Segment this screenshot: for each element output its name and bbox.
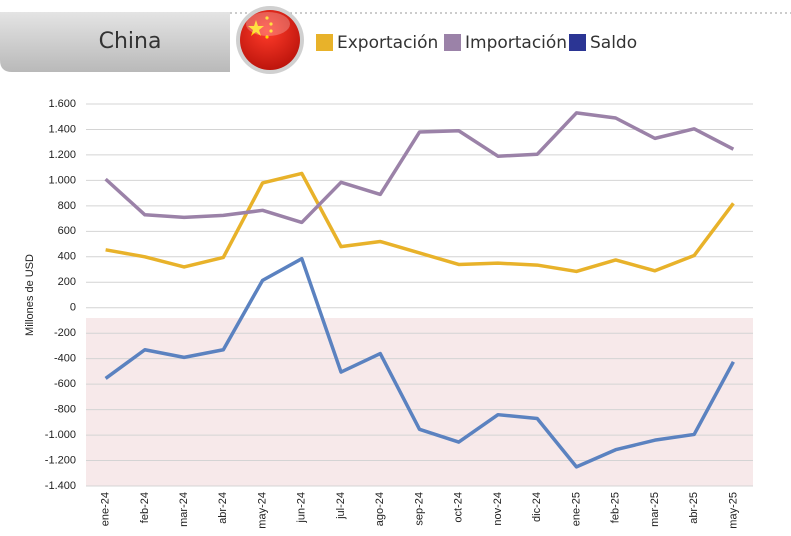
x-tick-label: feb-24 — [139, 492, 151, 523]
x-tick-label: sep-24 — [413, 492, 425, 526]
y-tick-label: 0 — [70, 302, 76, 314]
negative-zone — [86, 318, 753, 486]
x-tick-label: may-24 — [256, 492, 268, 529]
legend-swatch — [316, 34, 333, 51]
x-tick-label: ago-24 — [374, 492, 386, 526]
chart-title: China — [99, 29, 162, 54]
x-tick-label: ene-24 — [100, 492, 112, 526]
x-tick-label: jun-24 — [296, 492, 308, 524]
y-tick-label: -800 — [54, 404, 76, 416]
x-tick-label: mar-25 — [649, 492, 661, 527]
y-tick-label: 200 — [58, 276, 76, 288]
y-tick-label: -600 — [54, 378, 76, 390]
x-tick-label: oct-24 — [453, 492, 465, 523]
y-tick-label: -1.400 — [45, 480, 76, 492]
x-tick-label: jul-24 — [335, 492, 347, 520]
y-tick-label: 1.000 — [48, 174, 76, 186]
y-tick-label: -400 — [54, 353, 76, 365]
x-tick-label: abr-24 — [217, 492, 229, 524]
x-tick-label: abr-25 — [688, 492, 700, 524]
x-tick-label: may-25 — [727, 492, 739, 529]
series-line — [104, 111, 735, 225]
x-tick-label: dic-24 — [531, 492, 543, 522]
legend-swatch — [569, 34, 586, 51]
legend-swatch — [444, 34, 461, 51]
y-tick-label: 1.400 — [48, 123, 76, 135]
x-tick-label: mar-24 — [178, 492, 190, 527]
legend-label: Exportación — [337, 33, 438, 53]
y-tick-label: 400 — [58, 251, 76, 263]
header-tab — [0, 12, 230, 72]
flag-icon — [236, 6, 304, 74]
y-tick-label: -1.000 — [45, 429, 76, 441]
y-tick-label: 1.200 — [48, 149, 76, 161]
y-tick-label: -200 — [54, 327, 76, 339]
y-tick-label: 600 — [58, 225, 76, 237]
x-tick-label: nov-24 — [492, 492, 504, 526]
x-tick-label: feb-25 — [610, 492, 622, 523]
y-tick-label: -1.200 — [45, 454, 76, 466]
legend-label: Saldo — [590, 33, 637, 53]
series-line — [104, 256, 735, 469]
y-axis-label: Millones de USD — [24, 254, 36, 336]
series-line — [105, 171, 735, 274]
y-tick-label: 1.600 — [48, 98, 76, 110]
y-tick-label: 800 — [58, 200, 76, 212]
x-tick-label: ene-25 — [570, 492, 582, 526]
legend-label: Importación — [465, 33, 567, 53]
